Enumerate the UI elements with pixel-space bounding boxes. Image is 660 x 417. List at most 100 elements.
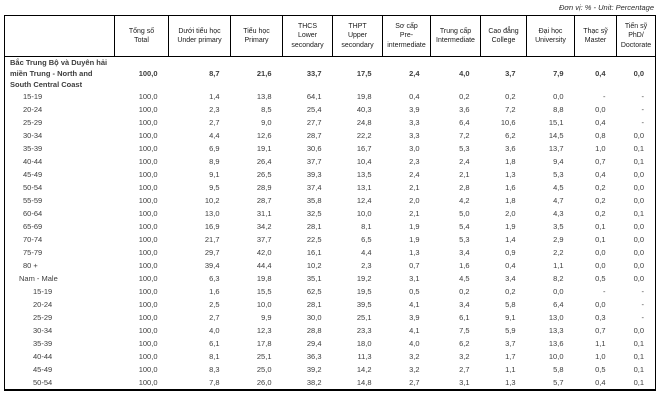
value-cell: 1,9 xyxy=(409,221,420,231)
value-cell: 3,9 xyxy=(409,312,420,322)
value-cell: 0,2 xyxy=(595,208,606,218)
value-cell: 6,1 xyxy=(459,312,470,322)
value-cell: 12,6 xyxy=(256,130,272,140)
value-cell: 0,0 xyxy=(616,246,656,259)
value-cell: 22,2 xyxy=(356,130,372,140)
value-cell: 25,1 xyxy=(356,312,372,322)
value-cell: 0,1 xyxy=(616,376,656,391)
value-cell: 0,2 xyxy=(459,91,470,101)
value-cell: 4,1 xyxy=(409,299,420,309)
col-header-vi: Dưới tiểu học xyxy=(178,27,221,35)
col-header-vi: Tổng số xyxy=(128,27,155,35)
value-cell: 0,0 xyxy=(616,181,656,194)
value-cell: 5,7 xyxy=(526,376,575,391)
value-cell: 1,4 xyxy=(209,91,220,101)
education-attainment-table: Tổng số Total Dưới tiểu học Under primary … xyxy=(4,15,656,391)
table-row: 55-59 100,0 10,2 28,7 35,8 12,4 2,0 4,2 1,8 4,7 0,… xyxy=(4,194,656,207)
value-cell: 13,8 xyxy=(256,91,272,101)
table-row: 20-24 100,0 2,3 8,5 25,4 40,3 3,9 3,6 7,2 8,8 0,0- xyxy=(4,103,656,116)
value-cell: 100,0 xyxy=(138,286,158,296)
value-cell: 3,0 xyxy=(409,143,420,153)
value-cell: 0,2 xyxy=(459,286,470,296)
value-cell: - xyxy=(616,90,656,103)
col-header-vi: THPT xyxy=(348,22,367,30)
row-label: 60-64 xyxy=(4,207,115,220)
value-cell: 100,0 xyxy=(138,91,158,101)
value-cell: 4,4 xyxy=(209,130,220,140)
value-cell: 100,0 xyxy=(138,299,158,309)
value-cell: 27,7 xyxy=(306,117,322,127)
value-cell: 39,5 xyxy=(356,299,372,309)
value-cell: 100,0 xyxy=(138,364,158,374)
header-row: Tổng số Total Dưới tiểu học Under primary … xyxy=(4,15,656,57)
value-cell: 0,4 xyxy=(595,169,606,179)
value-cell: 6,4 xyxy=(459,117,470,127)
value-cell: 0,2 xyxy=(595,182,606,192)
value-cell: 2,4 xyxy=(409,68,420,78)
value-cell: 39,4 xyxy=(204,260,220,270)
value-cell: 0,1 xyxy=(595,221,606,231)
value-cell: 42,0 xyxy=(256,247,272,257)
table-row: 20-24 100,0 2,5 10,0 28,1 39,5 4,1 3,4 5,8 6,4 0,0… xyxy=(4,298,656,311)
table-row: 35-39 100,0 6,1 17,8 29,4 18,0 4,0 6,2 3,7 13,6 1,… xyxy=(4,337,656,350)
col-header-upper-secondary: THPT Upper secondary xyxy=(332,15,383,57)
value-cell: 0,4 xyxy=(409,91,420,101)
value-cell: 1,3 xyxy=(505,169,516,179)
value-cell: 2,7 xyxy=(459,364,470,374)
value-cell: 4,4 xyxy=(361,247,372,257)
value-cell: 0,0 xyxy=(616,233,656,246)
row-label: 80 + xyxy=(4,259,115,272)
value-cell: 1,8 xyxy=(505,156,516,166)
value-cell: 0,3 xyxy=(595,312,606,322)
value-cell: 13,7 xyxy=(548,143,564,153)
value-cell: 3,4 xyxy=(459,299,470,309)
row-label: 35-39 xyxy=(4,337,115,350)
value-cell: 16,9 xyxy=(204,221,220,231)
value-cell: 28,7 xyxy=(306,130,322,140)
value-cell: 19,8 xyxy=(256,273,272,283)
value-cell: - xyxy=(616,311,656,324)
value-cell: 18,0 xyxy=(356,338,372,348)
row-label: 25-29 xyxy=(4,116,115,129)
row-label: 45-49 xyxy=(4,363,115,376)
row-label: 40-44 xyxy=(4,350,115,363)
value-cell: 3,3 xyxy=(409,117,420,127)
value-cell: 0,0 xyxy=(595,260,606,270)
col-header-total: Tổng số Total xyxy=(114,15,169,57)
value-cell: 9,5 xyxy=(209,182,220,192)
value-cell: 15,5 xyxy=(256,286,272,296)
value-cell: 0,0 xyxy=(553,91,564,101)
value-cell: 0,7 xyxy=(409,260,420,270)
row-label: 50-54 xyxy=(4,181,115,194)
value-cell: 0,7 xyxy=(595,156,606,166)
value-cell: 8,1 xyxy=(361,221,372,231)
col-header-vi: Tiến sỹ xyxy=(624,22,648,30)
col-header-en: Pre-intermediate xyxy=(387,32,426,49)
value-cell: 2,9 xyxy=(553,234,564,244)
table-row: 45-49 100,0 9,1 26,5 39,3 13,5 2,4 2,1 1,3 5,3 0,4… xyxy=(4,168,656,181)
col-header-en: Under primary xyxy=(177,37,222,44)
value-cell: 39,3 xyxy=(306,169,322,179)
value-cell: 14,8 xyxy=(332,376,383,391)
value-cell: 1,3 xyxy=(480,376,527,391)
value-cell: 2,1 xyxy=(459,169,470,179)
value-cell: 10,0 xyxy=(256,299,272,309)
table-row: 65-69 100,0 16,9 34,2 28,1 8,1 1,9 5,4 1,9 3,5 0,1… xyxy=(4,220,656,233)
value-cell: 100,0 xyxy=(138,182,158,192)
unit-note: Đơn vị: % - Unit: Percentage xyxy=(559,3,654,12)
value-cell: 3,9 xyxy=(409,104,420,114)
value-cell: 4,0 xyxy=(209,325,220,335)
value-cell: 5,8 xyxy=(505,299,516,309)
row-label: 25-29 xyxy=(4,311,115,324)
value-cell: 26,0 xyxy=(230,376,283,391)
value-cell: 2,2 xyxy=(553,247,564,257)
row-label: 30-34 xyxy=(4,324,115,337)
value-cell: 3,3 xyxy=(409,130,420,140)
value-cell: 9,1 xyxy=(209,169,220,179)
value-cell: 6,2 xyxy=(459,338,470,348)
row-label: 20-24 xyxy=(4,103,115,116)
value-cell: 100,0 xyxy=(138,312,158,322)
value-cell: 12,4 xyxy=(356,195,372,205)
value-cell: 100,0 xyxy=(138,195,158,205)
